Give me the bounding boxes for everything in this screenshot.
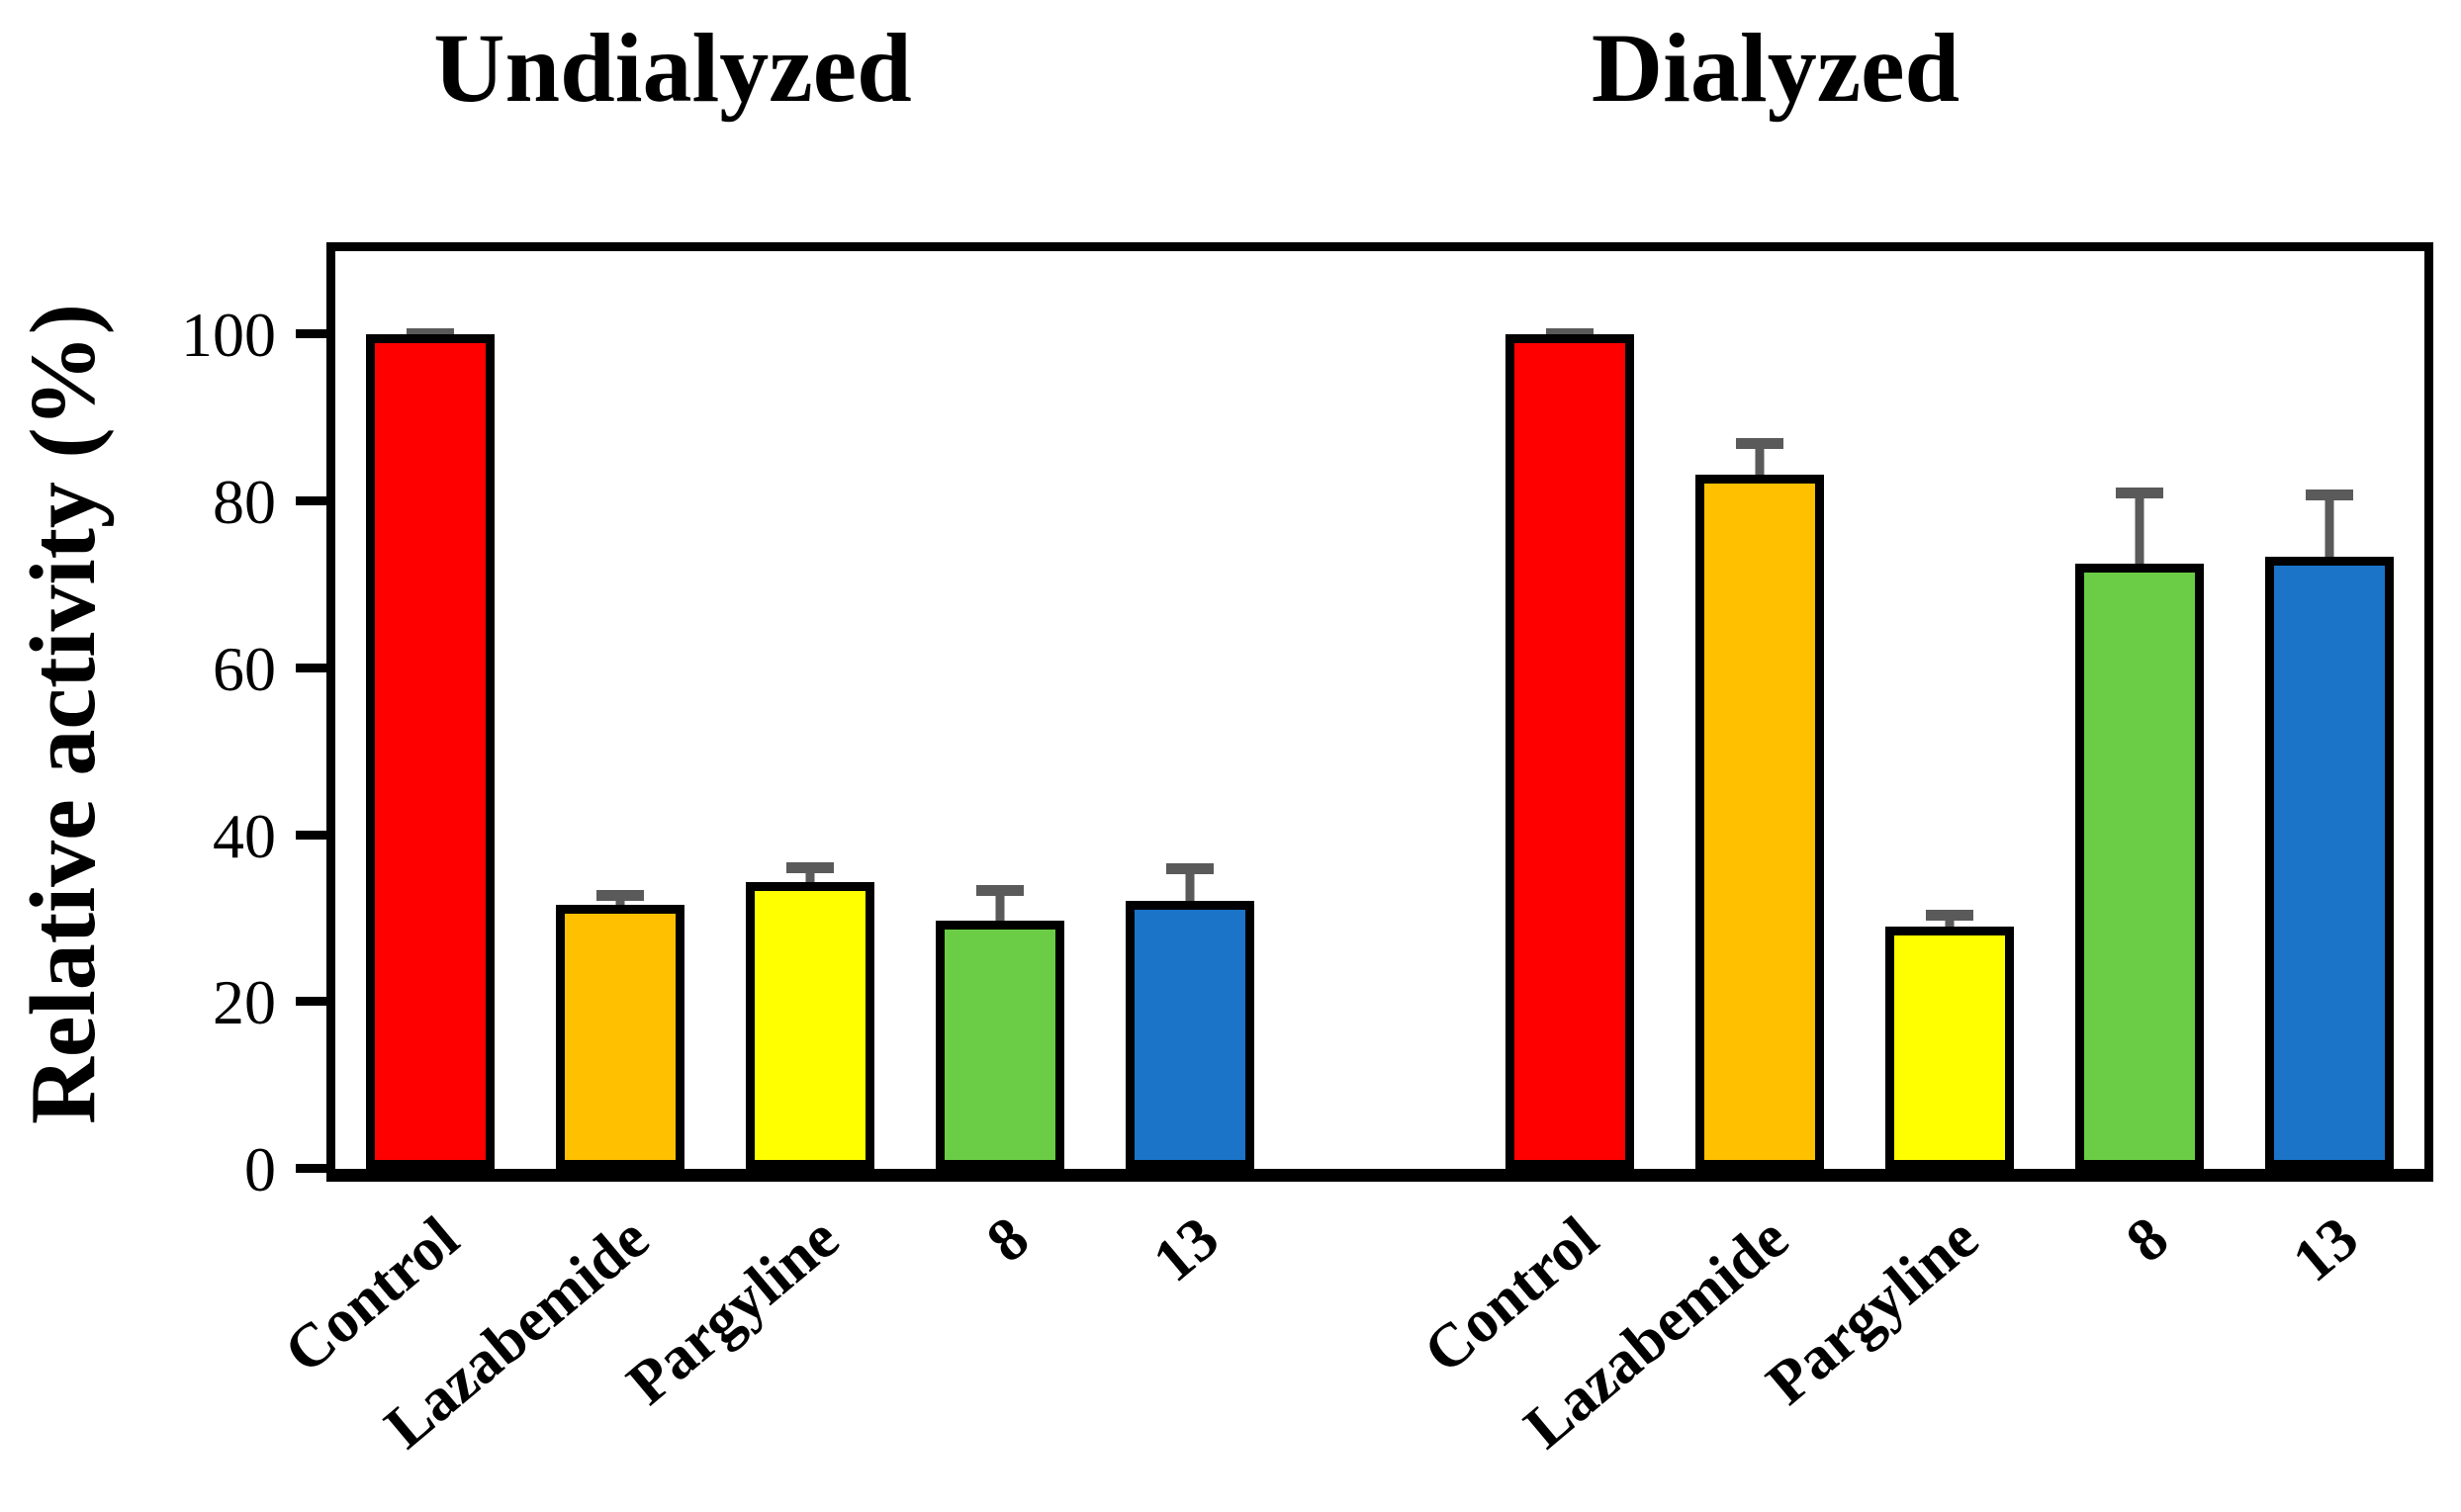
error-bar-undialyzed-pargyline <box>786 862 834 904</box>
error-bar-cap <box>786 862 834 874</box>
bar-slot-dialyzed-control: Control <box>1413 251 1665 1386</box>
x-label-dialyzed-13: 13 <box>2280 1203 2371 1295</box>
error-bar-whisker <box>995 885 1005 942</box>
bar-slot-undialyzed-pargyline: Pargyline <box>615 251 905 1418</box>
error-bar-dialyzed-pargyline <box>1926 909 1973 948</box>
y-tick-mark-40 <box>296 830 326 840</box>
y-tick-label-80: 80 <box>213 467 276 538</box>
error-bar-dialyzed-13 <box>2306 489 2353 578</box>
panel-title-dialyzed: Dialyzed <box>1591 13 1960 123</box>
error-bar-cap <box>1546 327 1594 339</box>
bar-dialyzed-8 <box>2075 564 2204 1169</box>
error-bar-undialyzed-lazabemide <box>596 890 644 928</box>
bar-undialyzed-13 <box>1126 901 1254 1169</box>
y-tick-label-40: 40 <box>213 800 276 871</box>
bar-undialyzed-pargyline <box>746 881 874 1169</box>
error-bar-undialyzed-8 <box>976 885 1024 942</box>
bar-slot-undialyzed-13: 13 <box>1095 251 1285 1295</box>
error-bar-cap <box>2116 487 2163 498</box>
error-bar-cap <box>407 327 454 339</box>
bar-slot-undialyzed-lazabemide: Lazabemide <box>373 251 715 1462</box>
y-tick-mark-60 <box>296 663 326 672</box>
bar-dialyzed-lazabemide <box>1695 475 1824 1169</box>
bar-slot-dialyzed-lazabemide: Lazabemide <box>1512 251 1855 1462</box>
x-label-undialyzed-8: 8 <box>974 1203 1042 1276</box>
error-bar-cap <box>1926 909 1973 921</box>
x-label-dialyzed-pargyline: Pargyline <box>1754 1203 1991 1418</box>
y-tick-mark-100 <box>296 329 326 339</box>
error-bar-cap <box>596 890 644 902</box>
error-bar-dialyzed-8 <box>2116 487 2163 586</box>
bar-slot-dialyzed-13: 13 <box>2234 251 2424 1295</box>
bar-dialyzed-pargyline <box>1885 926 2014 1169</box>
y-tick-mark-0 <box>296 1164 326 1173</box>
bar-dialyzed-13 <box>2265 556 2394 1169</box>
error-bar-whisker <box>1185 863 1195 924</box>
group-spacer <box>1285 251 1475 1169</box>
bar-undialyzed-control <box>366 334 495 1169</box>
x-label-undialyzed-pargyline: Pargyline <box>614 1203 852 1418</box>
error-bar-dialyzed-lazabemide <box>1736 438 1783 497</box>
x-label-undialyzed-13: 13 <box>1140 1203 1231 1295</box>
error-bar-cap <box>2306 489 2353 501</box>
panel-title-undialyzed: Undialyzed <box>433 13 912 123</box>
bar-slot-dialyzed-pargyline: Pargyline <box>1755 251 2045 1418</box>
error-bar-whisker <box>2324 489 2334 578</box>
error-bar-undialyzed-control <box>407 327 454 357</box>
bar-slot-dialyzed-8: 8 <box>2045 251 2234 1276</box>
error-bar-undialyzed-13 <box>1166 863 1214 924</box>
error-bar-whisker <box>2135 487 2144 586</box>
bar-undialyzed-8 <box>936 920 1064 1169</box>
y-tick-label-0: 0 <box>244 1134 276 1204</box>
error-bar-whisker <box>1755 438 1765 497</box>
y-tick-mark-20 <box>296 997 326 1007</box>
plot-area: Control Lazabemide Pargyline 8 13 Control Laza… <box>181 242 2433 1462</box>
y-tick-label-20: 20 <box>213 967 276 1038</box>
error-bar-cap <box>1166 863 1214 875</box>
y-tick-label-100: 100 <box>181 300 276 371</box>
y-tick-mark-80 <box>296 496 326 506</box>
error-bar-dialyzed-control <box>1546 327 1594 357</box>
y-tick-label-60: 60 <box>213 633 276 704</box>
bar-undialyzed-lazabemide <box>556 905 684 1169</box>
bar-slot-undialyzed-8: 8 <box>905 251 1095 1276</box>
bar-dialyzed-control <box>1505 334 1634 1169</box>
error-bar-cap <box>976 885 1024 897</box>
bar-slots: Control Lazabemide Pargyline 8 13 Control Laza… <box>273 251 2424 1462</box>
error-bar-cap <box>1736 438 1783 449</box>
bar-slot-undialyzed-control: Control <box>273 251 525 1386</box>
x-label-dialyzed-8: 8 <box>2114 1203 2181 1276</box>
